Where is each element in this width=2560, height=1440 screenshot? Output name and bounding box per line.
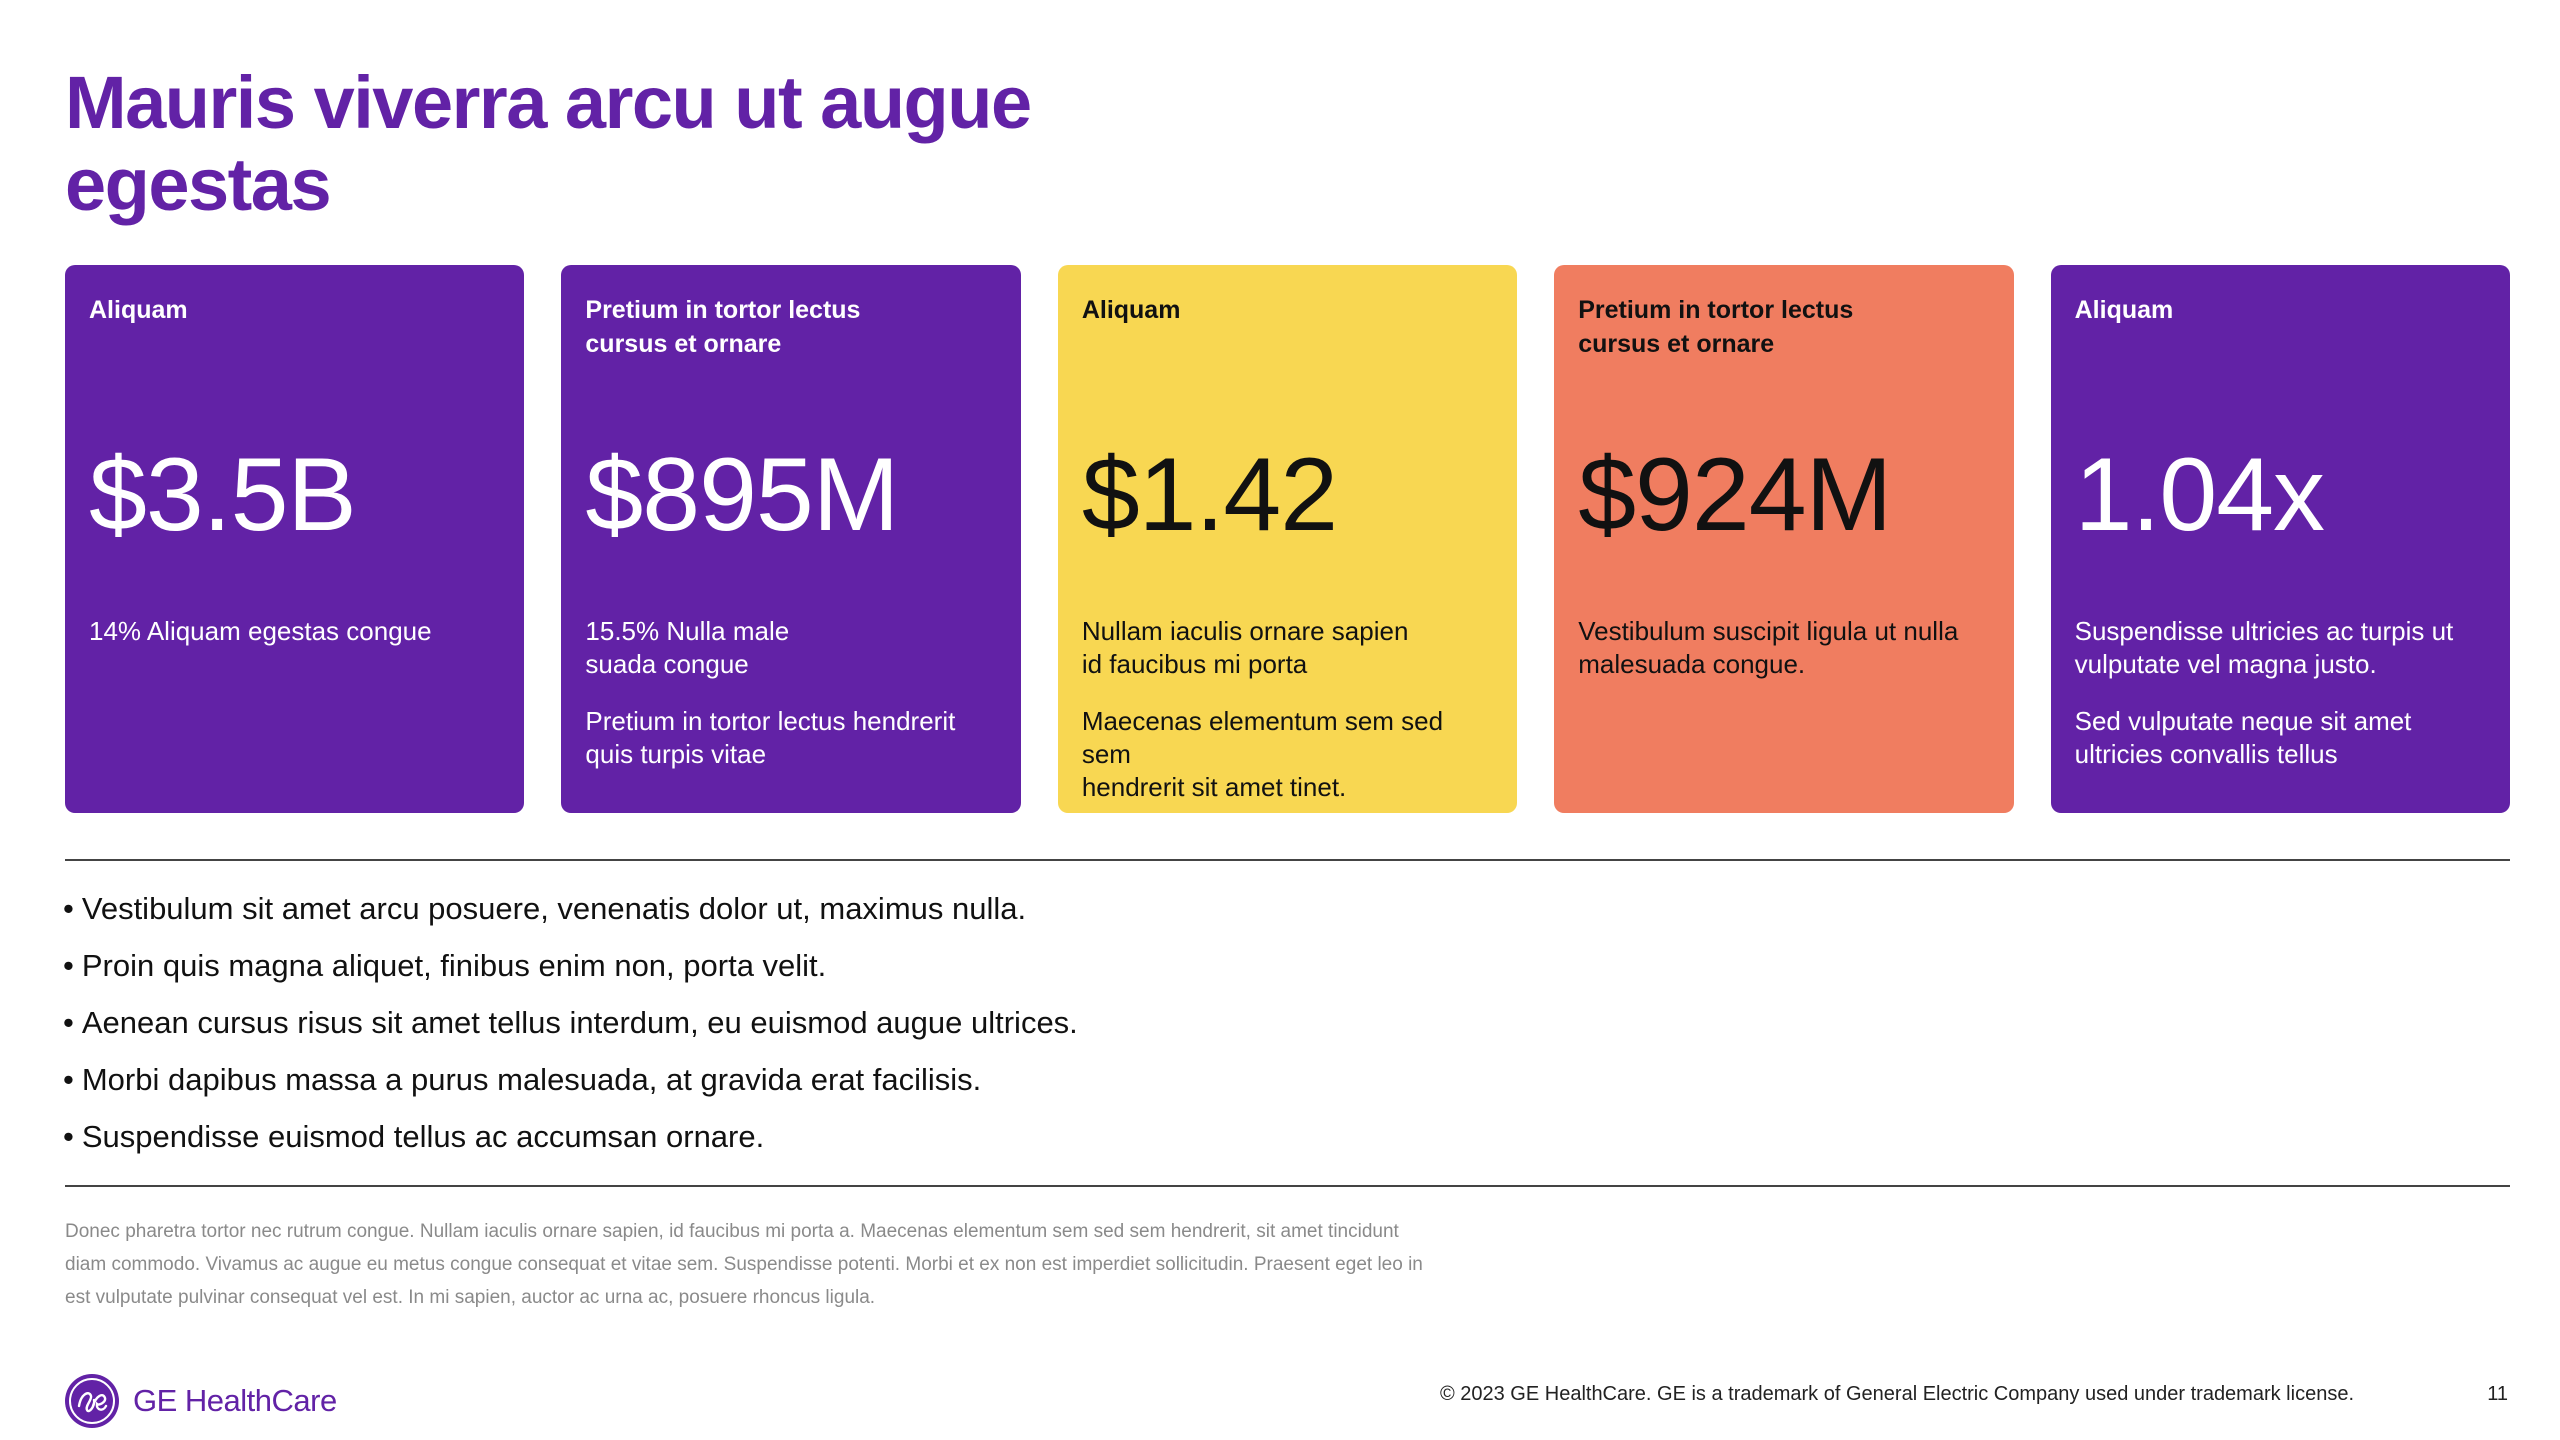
bullet-item: • Vestibulum sit amet arcu posuere, venen… <box>63 891 1027 926</box>
bullet-item: • Proin quis magna aliquet, finibus enim … <box>63 948 827 983</box>
kpi-card-description: Suspendisse ultricies ac turpis ut vulpu… <box>2074 616 2454 679</box>
page-number: 11 <box>2487 1383 2508 1405</box>
kpi-card-note: Sed vulputate neque sit amet ultricies c… <box>2074 706 2412 769</box>
kpi-card-value: 1.04x <box>2074 437 2325 553</box>
kpi-card-value: $1.42 <box>1081 437 1338 553</box>
kpi-card-note: Maecenas elementum sem sed sem hendrerit… <box>1081 706 1444 802</box>
kpi-card-2: Pretium in tortor lectus cursus et ornar… <box>561 265 1021 813</box>
divider-bottom <box>65 1185 2510 1187</box>
bullet-item: • Suspendisse euismod tellus ac accumsan … <box>63 1119 765 1154</box>
kpi-card-1: Aliquam $3.5B 14% Aliquam egestas congue <box>65 265 525 813</box>
kpi-cards: Aliquam $3.5B 14% Aliquam egestas congue… <box>65 265 2511 813</box>
kpi-card-5: Aliquam 1.04x Suspendisse ultricies ac t… <box>2050 265 2511 813</box>
kpi-card-description: 14% Aliquam egestas congue <box>89 616 432 646</box>
kpi-card-3: Aliquam $1.42 Nullam iaculis ornare sapi… <box>1057 265 1518 813</box>
divider-top <box>65 859 2510 861</box>
bullet-item: • Aenean cursus risus sit amet tellus int… <box>63 1005 1078 1040</box>
bullet-item: • Morbi dapibus massa a purus malesuada, … <box>63 1062 982 1097</box>
ge-monogram-icon <box>65 1374 119 1428</box>
footnote-text: Donec pharetra tortor nec rutrum congue.… <box>65 1221 1423 1308</box>
kpi-card-label: Aliquam <box>2074 296 2174 324</box>
brand-name: GE HealthCare <box>133 1383 337 1418</box>
kpi-card-4: Pretium in tortor lectus cursus et ornar… <box>1554 265 2014 813</box>
kpi-card-value: $924M <box>1578 437 1892 553</box>
kpi-card-label: Pretium in tortor lectus cursus et ornar… <box>585 296 861 358</box>
copyright-notice: © 2023 GE HealthCare. GE is a trademark … <box>1439 1383 2354 1405</box>
kpi-card-label: Pretium in tortor lectus cursus et ornar… <box>1578 296 1854 358</box>
kpi-card-label: Aliquam <box>1081 296 1181 324</box>
kpi-card-value: $895M <box>585 437 899 553</box>
kpi-card-description: 15.5% Nulla male suada congue <box>585 616 790 679</box>
kpi-card-value: $3.5B <box>89 437 357 553</box>
page-title: Mauris viverra arcu ut augue egestas <box>65 61 1032 226</box>
kpi-card-note: Pretium in tortor lectus hendrerit quis … <box>585 706 956 769</box>
brand-logo: GE HealthCare <box>63 1372 337 1430</box>
kpi-card-description: Vestibulum suscipit ligula ut nulla male… <box>1578 616 1959 679</box>
kpi-card-label: Aliquam <box>89 296 188 324</box>
bullet-list: • Vestibulum sit amet arcu posuere, venen… <box>63 880 1078 1165</box>
kpi-card-description: Nullam iaculis ornare sapien id faucibus… <box>1081 616 1409 679</box>
